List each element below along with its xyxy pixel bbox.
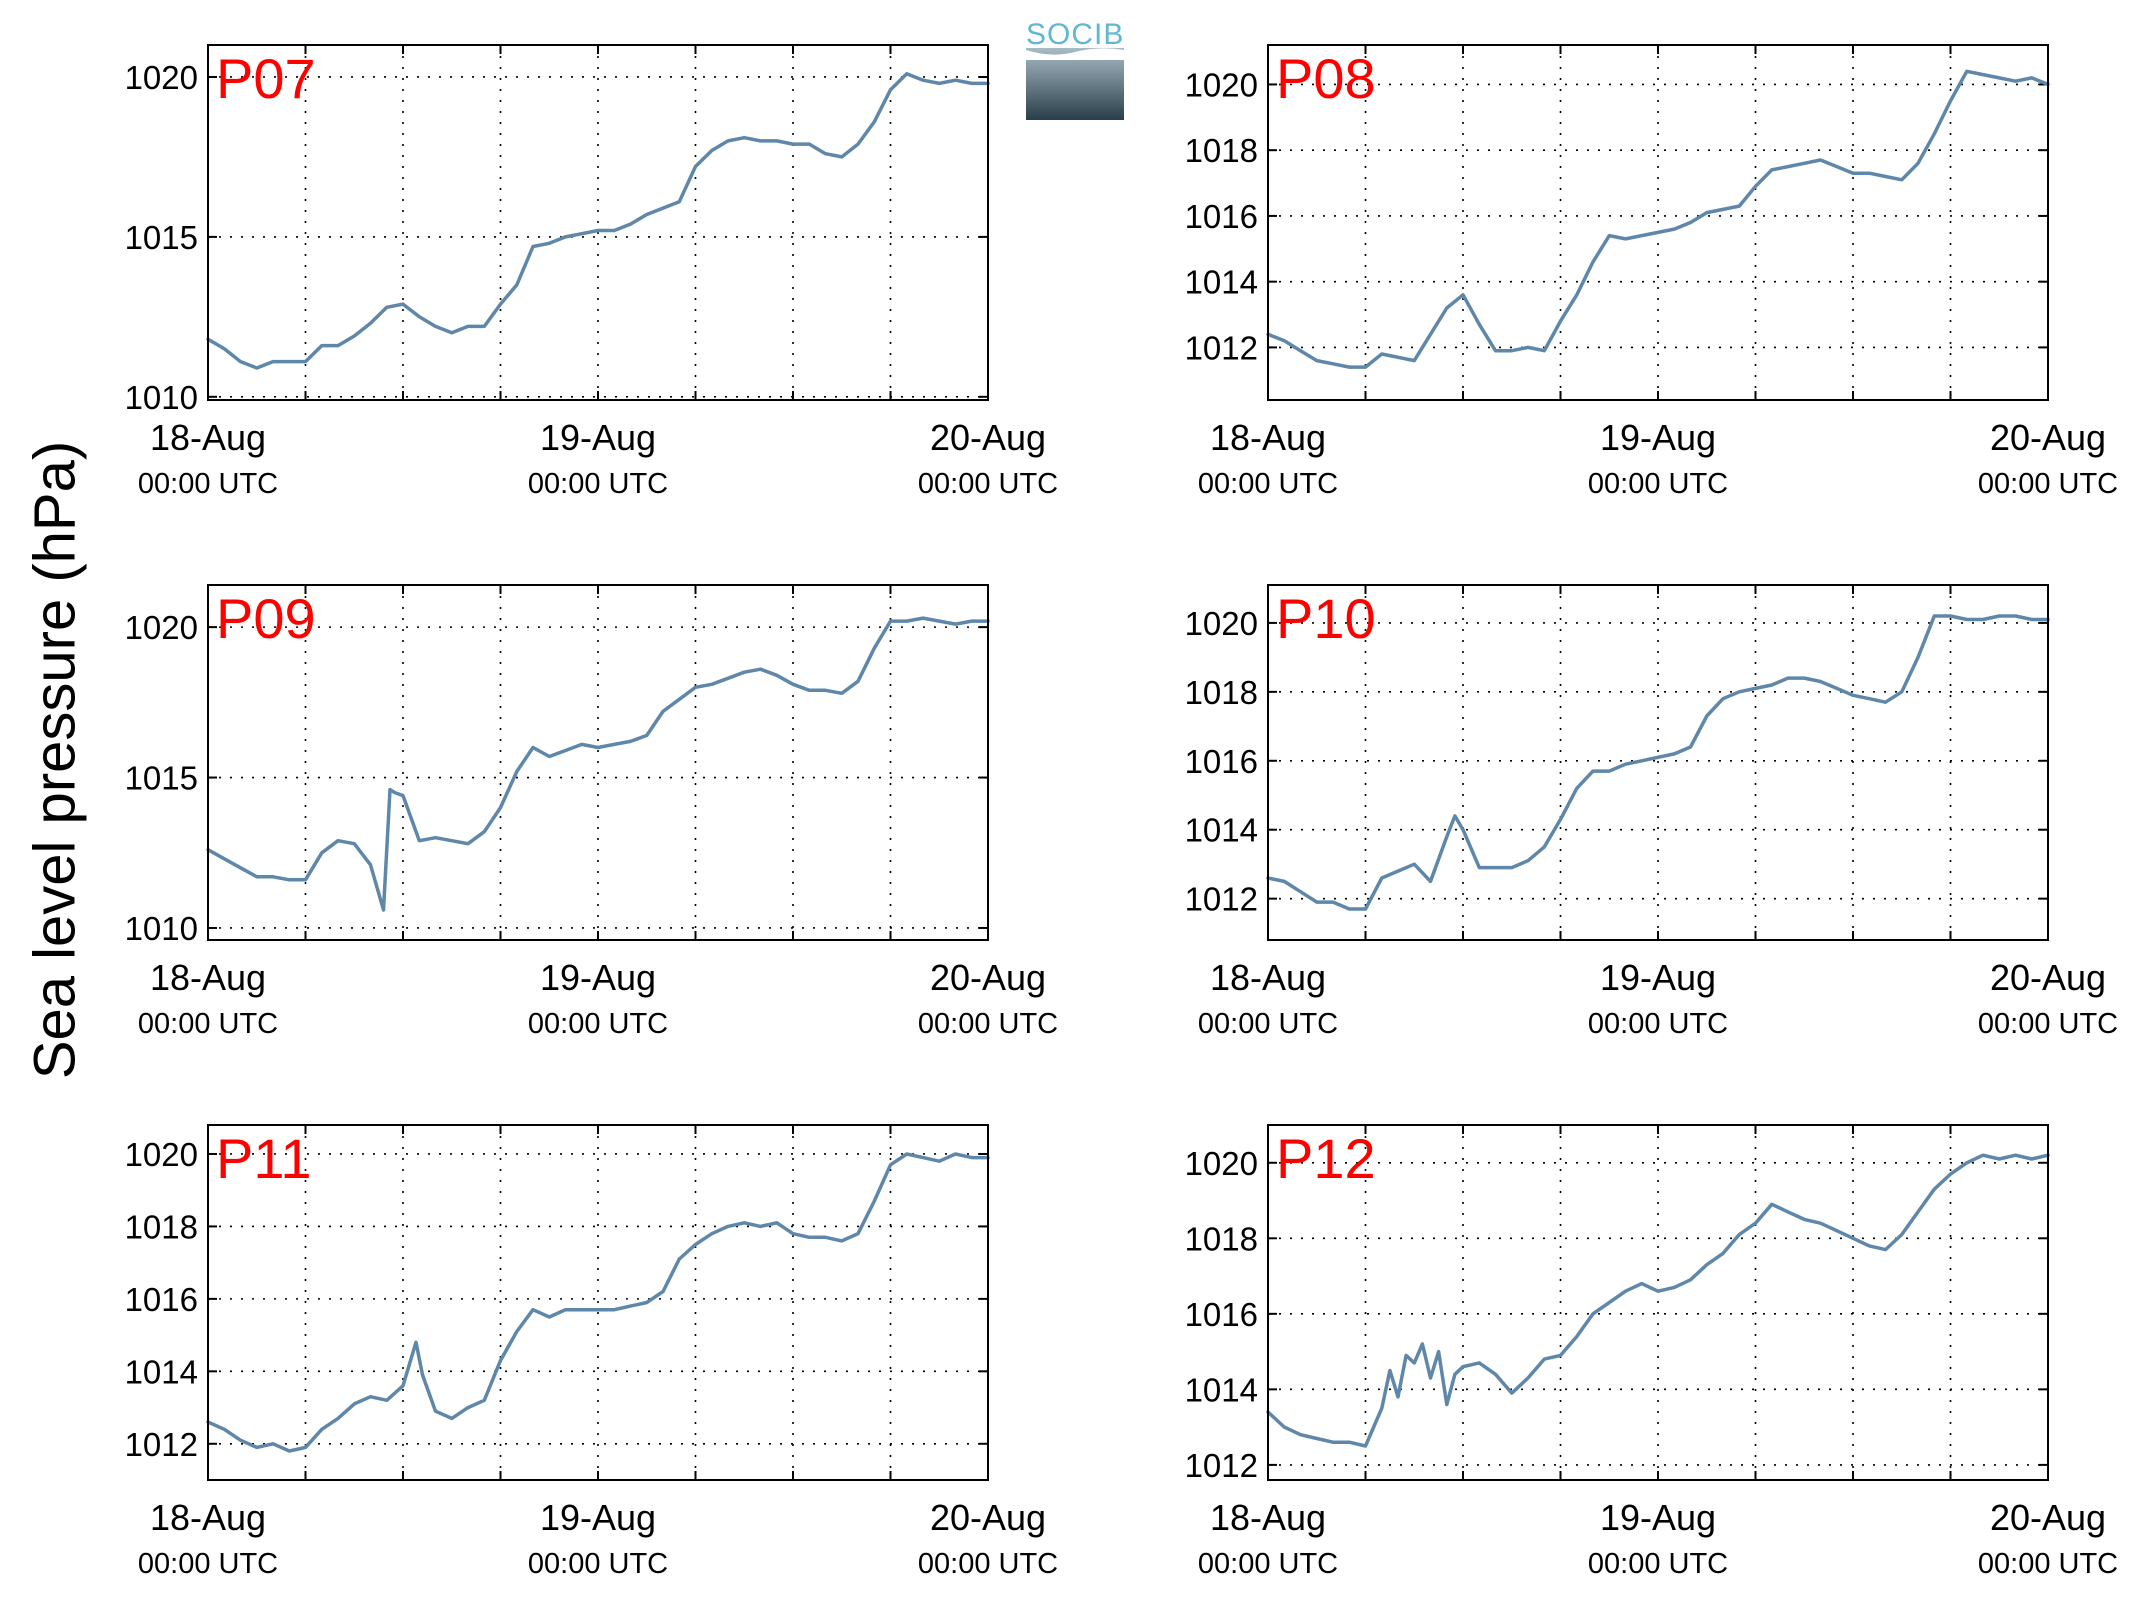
x-tick-sublabel: 00:00 UTC [138, 1008, 278, 1040]
x-tick-sublabel: 00:00 UTC [138, 1548, 278, 1580]
series-line-p12 [1266, 1153, 2050, 1448]
y-tick-label: 1015 [125, 760, 198, 797]
y-tick-label: 1020 [125, 609, 198, 646]
x-tick-sublabel: 00:00 UTC [1588, 1008, 1728, 1040]
y-tick-label: 1010 [125, 910, 198, 947]
axes-frame [1267, 44, 2049, 401]
logo-graphic [1026, 48, 1124, 120]
y-tick-label: 1014 [1185, 264, 1258, 301]
panel-p08: 1012 1014 1016 1018 1020 18-Aug 00:00 UTC 19-Au… [1185, 44, 2118, 500]
x-tick-sublabel: 00:00 UTC [1978, 1008, 2118, 1040]
series-line-p09 [206, 616, 990, 912]
series-line-p11 [206, 1152, 990, 1453]
panel-p12: 1012 1014 1016 1018 1020 18-Aug 00:00 UTC 19-Au… [1185, 1124, 2118, 1580]
panel-p09: 1010 1015 1020 18-Aug 00:00 UTC 19-Aug 00:00 U… [125, 584, 1058, 1040]
x-tick-label: 18-Aug [1210, 417, 1326, 458]
panel-p10: 1012 1014 1016 1018 1020 18-Aug 00:00 UTC 19-Au… [1185, 584, 2118, 1040]
x-tick-sublabel: 00:00 UTC [528, 1008, 668, 1040]
x-tick-sublabel: 00:00 UTC [918, 1548, 1058, 1580]
x-tick-label: 20-Aug [1990, 417, 2106, 458]
x-tick-label: 19-Aug [540, 1497, 656, 1538]
x-tick-sublabel: 00:00 UTC [1198, 468, 1338, 500]
x-tick-label: 19-Aug [1600, 1497, 1716, 1538]
x-tick-label: 18-Aug [1210, 957, 1326, 998]
x-tick-label: 18-Aug [1210, 1497, 1326, 1538]
y-tick-label: 1015 [125, 219, 198, 256]
y-tick-label: 1016 [125, 1281, 198, 1318]
y-tick-label: 1012 [1185, 329, 1258, 366]
x-tick-label: 19-Aug [540, 957, 656, 998]
logo-wave [1026, 48, 1124, 60]
series-line-p07 [206, 72, 990, 370]
series-line-p10 [1266, 614, 2050, 911]
y-tick-label: 1018 [1185, 132, 1258, 169]
series-line-p08 [1266, 69, 2050, 369]
panel-p07: 1010 1015 1020 18-Aug 00:00 UTC 19-Aug 00:00 U… [125, 44, 1058, 500]
y-tick-label: 1016 [1185, 198, 1258, 235]
x-tick-sublabel: 00:00 UTC [1978, 1548, 2118, 1580]
y-tick-label: 1014 [1185, 1371, 1258, 1408]
x-tick-label: 20-Aug [1990, 957, 2106, 998]
x-tick-label: 18-Aug [150, 957, 266, 998]
y-tick-label: 1012 [1185, 1447, 1258, 1484]
y-tick-label: 1018 [1185, 1220, 1258, 1257]
x-tick-sublabel: 00:00 UTC [1198, 1008, 1338, 1040]
x-tick-label: 19-Aug [1600, 957, 1716, 998]
y-tick-label: 1016 [1185, 1296, 1258, 1333]
x-tick-label: 18-Aug [150, 1497, 266, 1538]
y-tick-label: 1018 [125, 1208, 198, 1245]
x-tick-sublabel: 00:00 UTC [1588, 468, 1728, 500]
y-tick-label: 1020 [1185, 66, 1258, 103]
panel-p11: 1012 1014 1016 1018 1020 18-Aug 00:00 UTC 19-Au… [125, 1124, 1058, 1580]
x-tick-label: 20-Aug [930, 417, 1046, 458]
axes-frame [1267, 1124, 2049, 1481]
x-tick-label: 20-Aug [930, 1497, 1046, 1538]
y-tick-label: 1016 [1185, 743, 1258, 780]
panel-title: P10 [1276, 587, 1376, 650]
x-tick-sublabel: 00:00 UTC [1588, 1548, 1728, 1580]
axes-frame [1267, 584, 2049, 941]
logo-text: SOCIB [1026, 18, 1125, 51]
x-tick-sublabel: 00:00 UTC [918, 468, 1058, 500]
axes-frame [207, 44, 989, 401]
y-tick-label: 1018 [1185, 674, 1258, 711]
y-tick-label: 1010 [125, 379, 198, 416]
y-tick-label: 1014 [1185, 812, 1258, 849]
x-tick-sublabel: 00:00 UTC [138, 468, 278, 500]
x-tick-sublabel: 00:00 UTC [918, 1008, 1058, 1040]
x-tick-sublabel: 00:00 UTC [1978, 468, 2118, 500]
x-tick-label: 19-Aug [1600, 417, 1716, 458]
y-tick-label: 1020 [1185, 605, 1258, 642]
x-tick-sublabel: 00:00 UTC [528, 468, 668, 500]
y-tick-label: 1014 [125, 1353, 198, 1390]
y-tick-label: 1020 [125, 59, 198, 96]
axes-frame [207, 1124, 989, 1481]
y-tick-label: 1012 [125, 1426, 198, 1463]
x-tick-label: 20-Aug [1990, 1497, 2106, 1538]
y-tick-label: 1020 [125, 1136, 198, 1173]
x-tick-sublabel: 00:00 UTC [528, 1548, 668, 1580]
x-tick-sublabel: 00:00 UTC [1198, 1548, 1338, 1580]
x-tick-label: 18-Aug [150, 417, 266, 458]
socib-logo: SOCIB [1026, 18, 1124, 120]
y-tick-label: 1020 [1185, 1145, 1258, 1182]
axes-frame [207, 584, 989, 941]
x-tick-label: 20-Aug [930, 957, 1046, 998]
panel-title: P08 [1276, 47, 1376, 110]
panel-title: P11 [216, 1127, 311, 1190]
y-axis-label: Sea level pressure (hPa) [22, 440, 88, 1080]
y-tick-label: 1012 [1185, 881, 1258, 918]
x-tick-label: 19-Aug [540, 417, 656, 458]
panel-title: P07 [216, 47, 316, 110]
panel-title: P09 [216, 587, 316, 650]
panel-title: P12 [1276, 1127, 1376, 1190]
